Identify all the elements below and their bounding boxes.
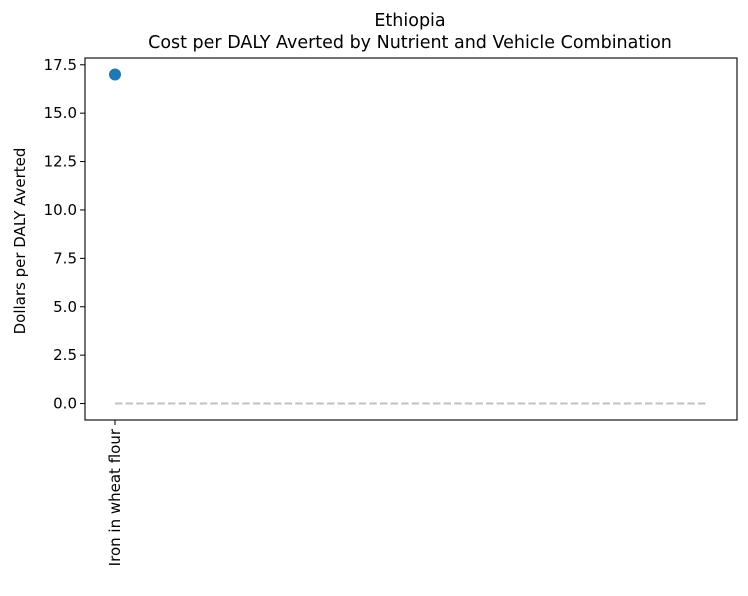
- data-point: [109, 68, 121, 81]
- y-tick-label: 7.5: [53, 249, 77, 267]
- x-tick-label: Iron in wheat flour: [106, 428, 124, 566]
- y-tick-label: 10.0: [44, 201, 77, 219]
- chart-title: Ethiopia: [374, 11, 445, 31]
- chart-subtitle: Cost per DALY Averted by Nutrient and Ve…: [148, 33, 672, 53]
- y-tick-label: 15.0: [44, 104, 77, 122]
- y-tick-label: 2.5: [53, 346, 77, 364]
- plot-frame: [84, 57, 738, 421]
- plot-area: 0.0 2.5 5.0 7.5 10.0 12.5 15.0 17.5 Iron in whea…: [44, 56, 738, 566]
- y-tick-label: 17.5: [44, 56, 77, 74]
- y-tick-label: 12.5: [44, 153, 77, 171]
- y-axis-label: Dollars per DALY Averted: [11, 148, 29, 335]
- y-tick-label: 0.0: [53, 395, 77, 413]
- y-tick-label: 5.0: [53, 298, 77, 316]
